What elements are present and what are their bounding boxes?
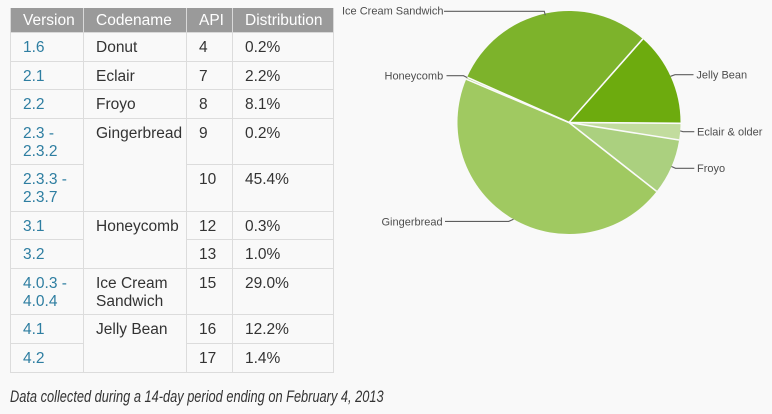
svg-text:Eclair & older: Eclair & older bbox=[697, 127, 763, 139]
svg-text:Froyo: Froyo bbox=[697, 163, 725, 175]
svg-text:Jelly Bean: Jelly Bean bbox=[696, 70, 747, 82]
svg-text:Gingerbread: Gingerbread bbox=[382, 216, 443, 228]
svg-text:Honeycomb: Honeycomb bbox=[385, 71, 444, 83]
svg-text:Ice Cream Sandwich: Ice Cream Sandwich bbox=[342, 5, 444, 17]
